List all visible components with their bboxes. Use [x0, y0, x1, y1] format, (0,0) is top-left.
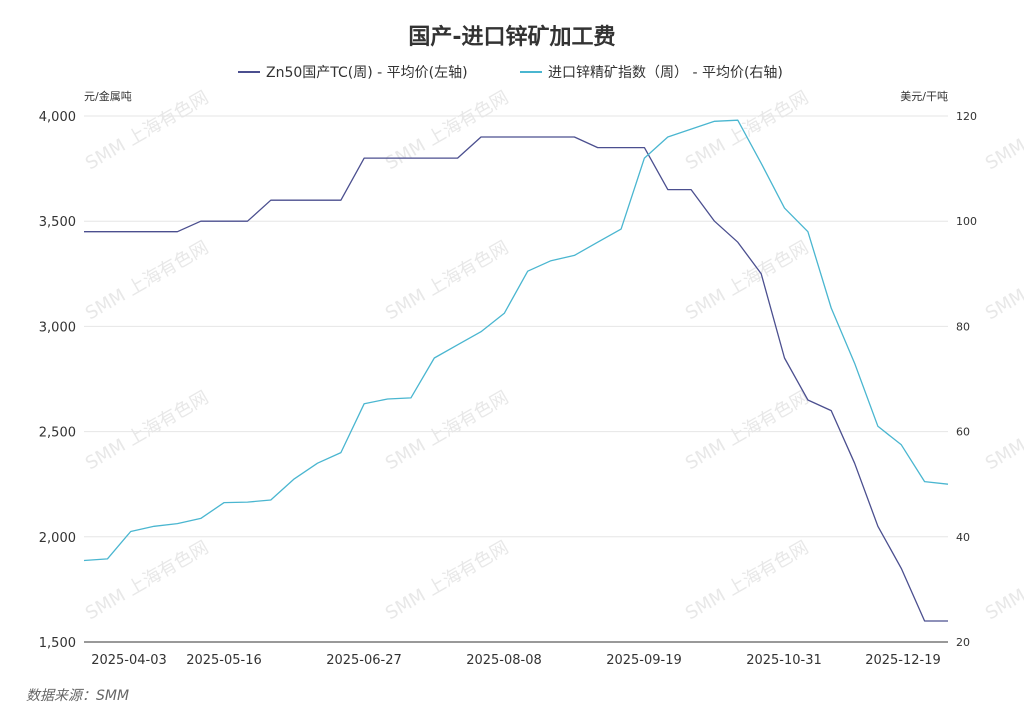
watermark-text: SMM 上海有色网: [382, 537, 512, 624]
watermark-text: SMM 上海有色网: [982, 387, 1024, 474]
watermark-text: SMM 上海有色网: [682, 237, 812, 324]
chart-title: 国产-进口锌矿加工费: [408, 24, 615, 50]
x-tick-label: 2025-12-19: [865, 653, 941, 668]
series-line-import-index: [83, 119, 949, 562]
watermark-text: SMM 上海有色网: [382, 87, 512, 174]
watermark-text: SMM 上海有色网: [82, 387, 212, 474]
series-line-domestic-tc: [84, 136, 948, 622]
watermark-text: SMM 上海有色网: [82, 537, 212, 624]
left-tick-label: 2,500: [39, 426, 76, 441]
x-tick-label: 2025-09-19: [606, 653, 682, 668]
right-tick-label: 100: [956, 215, 977, 228]
legend-label: 进口锌精矿指数（周） - 平均价(右轴): [548, 65, 783, 81]
right-tick-label: 80: [956, 320, 970, 333]
watermark-text: SMM 上海有色网: [682, 87, 812, 174]
x-tick-label: 2025-05-16: [186, 653, 262, 668]
gridlines: [84, 115, 948, 538]
left-tick-label: 2,000: [39, 531, 76, 546]
left-axis-ticks: 1,500 2,000 2,500 3,000 3,500 4,000: [39, 110, 76, 651]
left-tick-label: 1,500: [39, 636, 76, 651]
watermark-text: SMM 上海有色网: [682, 537, 812, 624]
data-source: 数据来源：SMM: [26, 688, 129, 704]
watermark-layer: SMM 上海有色网 SMM 上海有色网 SMM 上海有色网 SMM 上海有色网 SMM …: [82, 87, 1024, 624]
left-tick-label: 3,000: [39, 320, 76, 335]
watermark-text: SMM 上海有色网: [982, 87, 1024, 174]
x-tick-label: 2025-08-08: [466, 653, 542, 668]
watermark-text: SMM 上海有色网: [682, 387, 812, 474]
watermark-text: SMM 上海有色网: [82, 237, 212, 324]
right-tick-label: 60: [956, 426, 970, 439]
watermark-text: SMM 上海有色网: [382, 387, 512, 474]
left-tick-label: 4,000: [39, 110, 76, 125]
x-tick-label: 2025-04-03: [91, 653, 167, 668]
legend: Zn50国产TC(周) - 平均价(左轴) 进口锌精矿指数（周） - 平均价(右轴…: [238, 65, 783, 81]
right-axis-unit: 美元/干吨: [900, 90, 948, 103]
legend-label: Zn50国产TC(周) - 平均价(左轴): [266, 65, 468, 81]
watermark-text: SMM 上海有色网: [982, 237, 1024, 324]
right-axis-ticks: 20 40 60 80 100 120: [956, 110, 977, 649]
right-tick-label: 120: [956, 110, 977, 123]
x-axis-ticks: 2025-04-03 2025-05-16 2025-06-27 2025-08-08…: [91, 653, 941, 668]
left-tick-label: 3,500: [39, 215, 76, 230]
x-tick-label: 2025-06-27: [326, 653, 402, 668]
left-axis-unit: 元/金属吨: [84, 89, 132, 103]
watermark-text: SMM 上海有色网: [982, 537, 1024, 624]
watermark-text: SMM 上海有色网: [382, 237, 512, 324]
x-tick-label: 2025-10-31: [746, 653, 822, 668]
right-tick-label: 40: [956, 531, 970, 544]
right-tick-label: 20: [956, 636, 970, 649]
series-layer: [83, 119, 949, 622]
